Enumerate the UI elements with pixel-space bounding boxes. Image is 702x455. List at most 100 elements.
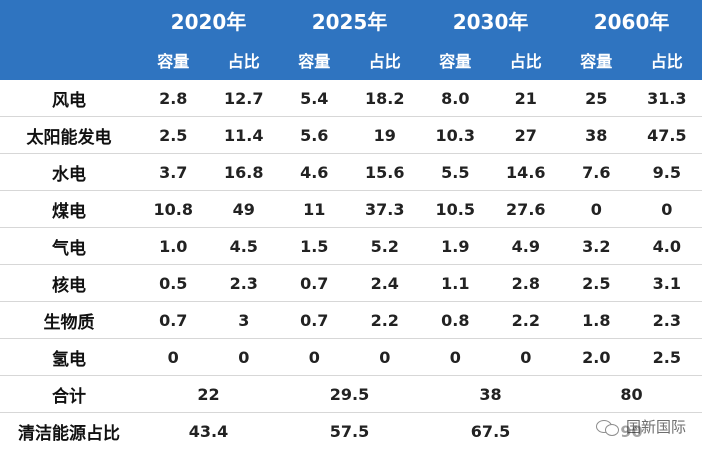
table-cell: 5.6 (279, 116, 350, 154)
table-cell: 0 (349, 338, 421, 376)
table-cell: 1.8 (561, 301, 632, 339)
table-cell: 2.0 (561, 338, 632, 376)
table-cell: 37.3 (349, 190, 421, 228)
totals-cell: 22 (138, 375, 280, 413)
table-cell: 15.6 (349, 153, 421, 191)
table-cell: 4.9 (490, 227, 562, 265)
row-label: 水电 (0, 153, 138, 191)
table-cell: 0 (208, 338, 280, 376)
table-cell: 0 (490, 338, 562, 376)
table-row: 气电 1.0 4.5 1.5 5.2 1.9 4.9 3.2 4.0 (0, 227, 702, 265)
table-cell: 47.5 (631, 116, 702, 154)
table-cell: 2.2 (490, 301, 562, 339)
table-cell: 1.5 (279, 227, 350, 265)
table-cell: 7.6 (561, 153, 632, 191)
table-cell: 2.2 (349, 301, 421, 339)
table-row: 生物质 0.7 3 0.7 2.2 0.8 2.2 1.8 2.3 (0, 301, 702, 339)
table-header: 2020年 2025年 2030年 2060年 容量 占比 容量 占比 容量 占… (0, 0, 702, 80)
sub-header-capacity: 容量 (561, 40, 632, 80)
table-cell: 2.5 (561, 264, 632, 302)
watermark-text: 国新国际 (625, 418, 686, 436)
table-cell: 1.1 (420, 264, 491, 302)
table-body: 风电 2.8 12.7 5.4 18.2 8.0 21 25 31.3 太阳能发… (0, 80, 702, 449)
corner-cell (0, 0, 138, 40)
table-cell: 0 (561, 190, 632, 228)
table-cell: 10.3 (420, 116, 491, 154)
sub-header-share: 占比 (631, 40, 702, 80)
row-label: 太阳能发电 (0, 116, 138, 154)
watermark: 国新国际 (589, 414, 690, 439)
table-cell: 0.7 (138, 301, 209, 339)
table-cell: 3.7 (138, 153, 209, 191)
table-cell: 27.6 (490, 190, 562, 228)
table-cell: 3.2 (561, 227, 632, 265)
year-header: 2020年 (138, 0, 280, 40)
clean-share-cell: 43.4 (188, 421, 229, 441)
table-cell: 5.2 (349, 227, 421, 265)
year-header: 2030年 (420, 0, 562, 40)
table-row: 煤电 10.8 49 11 37.3 10.5 27.6 0 0 (0, 190, 702, 228)
sub-header-share: 占比 (490, 40, 562, 80)
totals-cell: 80 (561, 375, 702, 413)
table-cell: 2.5 (138, 116, 209, 154)
table-row: 风电 2.8 12.7 5.4 18.2 8.0 21 25 31.3 (0, 80, 702, 117)
sub-header-capacity: 容量 (279, 40, 350, 80)
sub-header-share: 占比 (208, 40, 280, 80)
table-cell: 21 (490, 80, 562, 117)
table-cell: 9.5 (631, 153, 702, 191)
row-label: 风电 (0, 80, 138, 117)
table-cell: 49 (208, 190, 280, 228)
table-cell: 11 (279, 190, 350, 228)
table-row: 水电 3.7 16.8 4.6 15.6 5.5 14.6 7.6 9.5 (0, 153, 702, 191)
table-cell: 16.8 (208, 153, 280, 191)
row-label: 核电 (0, 264, 138, 302)
table-cell: 14.6 (490, 153, 562, 191)
totals-cell: 38 (420, 375, 562, 413)
table-cell: 0.5 (138, 264, 209, 302)
clean-share-row: 清洁能源占比 43.4 57.5 67.5 90 (0, 413, 702, 450)
table-cell: 2.4 (349, 264, 421, 302)
table-cell: 5.4 (279, 80, 350, 117)
table-cell: 0 (279, 338, 350, 376)
table-cell: 0.8 (420, 301, 491, 339)
table-cell: 31.3 (631, 80, 702, 117)
totals-label: 合计 (0, 375, 138, 413)
year-header-row: 2020年 2025年 2030年 2060年 (0, 0, 702, 40)
table-cell: 27 (490, 116, 562, 154)
table-cell: 2.5 (631, 338, 702, 376)
sub-header-capacity: 容量 (138, 40, 209, 80)
table-cell: 2.3 (631, 301, 702, 339)
table-cell: 4.5 (208, 227, 280, 265)
table-cell: 38 (561, 116, 632, 154)
table-cell: 0 (138, 338, 209, 376)
table-cell: 5.5 (420, 153, 491, 191)
totals-cell: 29.5 (279, 375, 421, 413)
table-cell: 2.3 (208, 264, 280, 302)
table-cell: 0 (631, 190, 702, 228)
table-cell: 0.7 (279, 301, 350, 339)
table-cell: 2.8 (490, 264, 562, 302)
row-label: 生物质 (0, 301, 138, 339)
table-row: 氢电 0 0 0 0 0 0 2.0 2.5 (0, 338, 702, 376)
table-cell: 12.7 (208, 80, 280, 117)
wechat-icon (594, 418, 620, 436)
clean-share-cell: 67.5 (470, 421, 511, 441)
table-cell: 3.1 (631, 264, 702, 302)
table-cell: 19 (349, 116, 421, 154)
table-cell: 2.8 (138, 80, 209, 117)
clean-share-label: 清洁能源占比 (18, 423, 120, 444)
row-label: 气电 (0, 227, 138, 265)
clean-share-cell: 57.5 (329, 421, 370, 441)
table-cell: 8.0 (420, 80, 491, 117)
totals-row: 合计 22 29.5 38 80 (0, 375, 702, 413)
table-cell: 1.0 (138, 227, 209, 265)
year-header: 2025年 (279, 0, 421, 40)
table-cell: 11.4 (208, 116, 280, 154)
table-row: 太阳能发电 2.5 11.4 5.6 19 10.3 27 38 47.5 (0, 116, 702, 154)
table-cell: 1.9 (420, 227, 491, 265)
year-header: 2060年 (561, 0, 702, 40)
table-cell: 10.5 (420, 190, 491, 228)
row-label: 煤电 (0, 190, 138, 228)
